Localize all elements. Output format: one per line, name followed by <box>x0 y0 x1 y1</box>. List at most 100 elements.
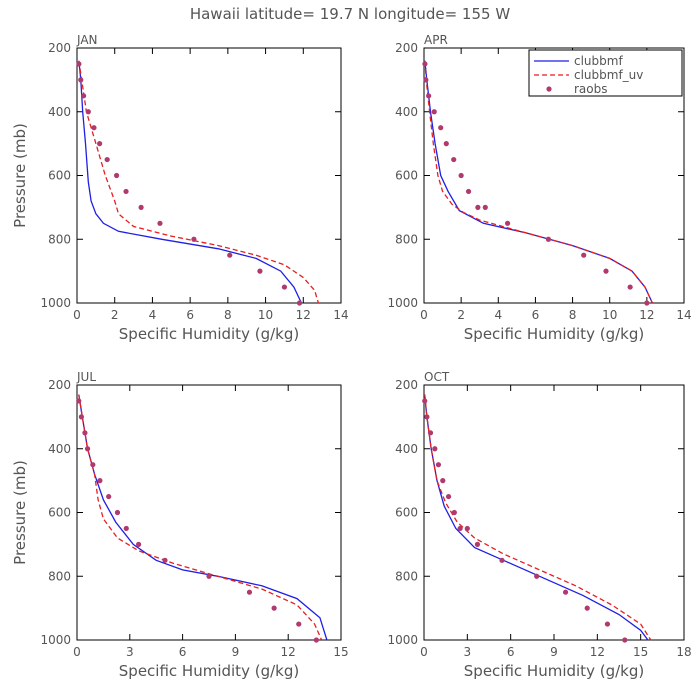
x-tick-label: 15 <box>333 645 348 659</box>
raobs-point <box>474 541 481 547</box>
x-tick-label: 0 <box>73 308 81 322</box>
y-tick-label: 400 <box>48 442 71 456</box>
raobs-point <box>162 557 168 563</box>
raobs-point <box>157 220 163 226</box>
raobs-point <box>97 478 103 484</box>
raobs-point <box>440 478 446 484</box>
panel-jan: JAN 0 2 4 6 8 10 12 14 200 400 600 800 1000 Specific H… <box>11 33 349 343</box>
x-axis-label: Specific Humidity (g/kg) <box>464 662 644 680</box>
y-tick-label: 400 <box>395 442 418 456</box>
y-tick-label: 600 <box>395 506 418 520</box>
raobs-point <box>206 573 212 579</box>
raobs-point <box>76 61 82 67</box>
series-line-clubbmf-uv <box>78 60 320 304</box>
raobs-point <box>451 156 457 163</box>
raobs-point <box>482 204 488 210</box>
raobs-point <box>227 252 233 258</box>
x-tick-label: 3 <box>464 645 472 659</box>
x-tick-label: 0 <box>420 645 428 659</box>
x-tick-label: 12 <box>281 645 296 659</box>
raobs-point <box>603 268 609 274</box>
y-tick-label: 800 <box>48 232 71 246</box>
y-tick-label: 800 <box>395 232 418 246</box>
x-axis-label: Specific Humidity (g/kg) <box>464 325 644 343</box>
series-line-clubbmf <box>424 394 649 641</box>
raobs-point <box>114 172 120 179</box>
x-tick-label: 12 <box>639 308 654 322</box>
raobs-point <box>443 141 449 147</box>
raobs-point <box>458 172 464 179</box>
figure-title: Hawaii latitude= 19.7 N longitude= 155 W <box>190 5 510 23</box>
panel-label: JAN <box>76 33 98 47</box>
raobs-point <box>435 462 442 468</box>
y-tick-label: 800 <box>48 569 71 583</box>
x-tick-label: 9 <box>232 645 240 659</box>
panel-apr: APR 0 2 4 6 8 10 12 14 200 400 600 800 1000 Specific H… <box>387 33 691 343</box>
panel-label: APR <box>424 33 448 47</box>
raobs-point <box>445 493 452 500</box>
x-tick-label: 6 <box>532 308 540 322</box>
x-tick-label: 3 <box>126 645 134 659</box>
x-tick-label: 0 <box>73 645 81 659</box>
x-tick-label: 18 <box>676 645 691 659</box>
raobs-point <box>76 398 82 404</box>
raobs-point <box>104 156 110 163</box>
raobs-point <box>136 541 142 547</box>
y-tick-label: 800 <box>395 569 418 583</box>
raobs-point <box>78 77 84 83</box>
y-tick-label: 600 <box>48 506 71 520</box>
raobs-point <box>426 93 432 99</box>
raobs-point <box>431 109 437 115</box>
x-tick-label: 10 <box>258 308 273 322</box>
raobs-point <box>123 525 129 532</box>
series-line-clubbmf-uv <box>78 394 323 641</box>
raobs-point <box>622 637 628 643</box>
raobs-point <box>296 621 302 627</box>
y-tick-label: 200 <box>48 41 71 55</box>
y-axis-label: Pressure (mb) <box>11 123 29 228</box>
raobs-point <box>534 573 540 579</box>
raobs-point <box>296 300 303 306</box>
y-tick-label: 200 <box>48 378 71 392</box>
raobs-point <box>138 204 144 210</box>
raobs-point <box>504 220 511 226</box>
raobs-point <box>627 284 633 290</box>
raobs-point <box>424 414 430 420</box>
raobs-point <box>281 284 288 290</box>
raobs-point <box>545 236 552 242</box>
raobs-point <box>422 61 428 67</box>
raobs-point <box>427 430 434 436</box>
x-tick-label: 6 <box>186 308 194 322</box>
raobs-point <box>581 252 587 258</box>
y-tick-label: 600 <box>395 169 418 183</box>
raobs-point <box>438 125 444 131</box>
series-line-clubbmf <box>424 60 653 304</box>
series-line-clubbmf <box>78 60 302 304</box>
raobs-point <box>271 605 277 611</box>
raobs-point <box>191 236 197 242</box>
raobs-point <box>465 188 472 195</box>
raobs-point <box>422 398 428 404</box>
raobs-point <box>91 125 97 131</box>
y-tick-label: 200 <box>395 378 418 392</box>
x-tick-label: 6 <box>507 645 515 659</box>
series-line-clubbmf-uv <box>424 394 652 641</box>
raobs-point <box>457 525 463 532</box>
raobs-point <box>82 430 88 436</box>
x-tick-label: 12 <box>590 645 605 659</box>
raobs-point <box>114 509 121 516</box>
series-line-clubbmf <box>78 394 328 641</box>
x-tick-label: 15 <box>633 645 648 659</box>
y-tick-label: 400 <box>395 105 418 119</box>
raobs-point <box>106 493 112 500</box>
raobs-point <box>90 462 96 468</box>
y-tick-label: 1000 <box>40 633 71 647</box>
panel-label: OCT <box>424 370 450 384</box>
y-tick-label: 1000 <box>387 296 418 310</box>
raobs-point <box>78 414 84 420</box>
y-tick-label: 1000 <box>387 633 418 647</box>
legend-entry: clubbmf_uv <box>574 68 643 82</box>
raobs-point <box>475 204 481 210</box>
